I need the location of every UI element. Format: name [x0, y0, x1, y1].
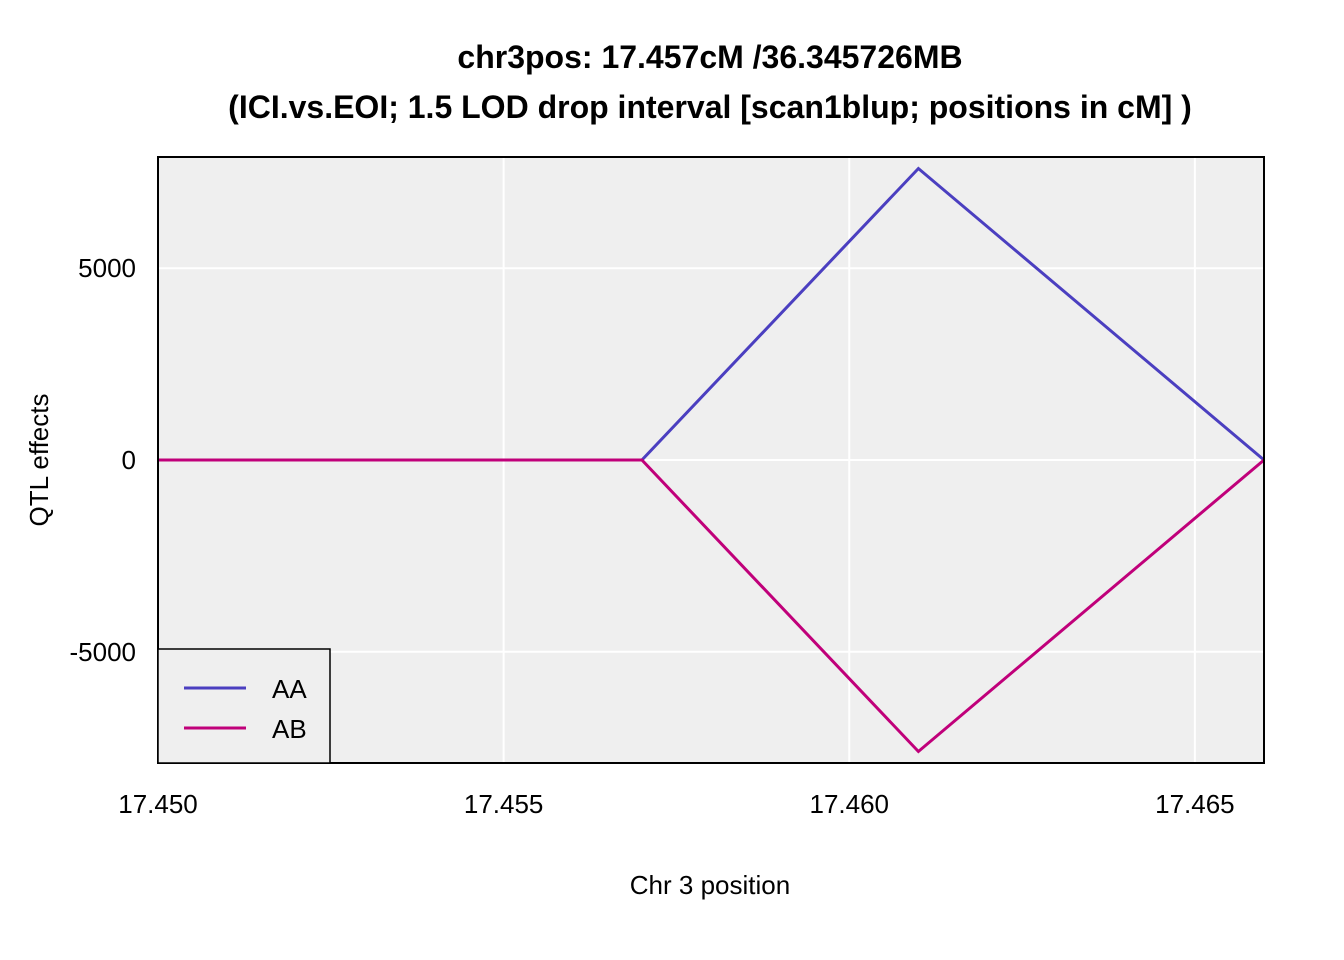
plot-frame	[157, 156, 1265, 764]
x-axis-label: Chr 3 position	[630, 870, 790, 900]
y-tick-label: 5000	[78, 253, 136, 283]
x-tick-label: 17.455	[464, 789, 544, 819]
legend-label-aa: AA	[272, 674, 307, 704]
y-tick-label: 0	[122, 445, 136, 475]
legend: AA AB	[157, 648, 331, 764]
chart-title-line2: (ICI.vs.EOI; 1.5 LOD drop interval [scan…	[228, 89, 1192, 125]
x-tick-label: 17.460	[809, 789, 889, 819]
x-tick-label: 17.450	[118, 789, 198, 819]
legend-label-ab: AB	[272, 714, 307, 744]
series-line-ab	[158, 458, 1265, 754]
y-axis-ticks: -5000 0 5000	[70, 253, 137, 667]
y-axis-label: QTL effects	[24, 394, 54, 527]
y-tick-label: -5000	[70, 637, 137, 667]
x-tick-label: 17.465	[1155, 789, 1235, 819]
chart-title-line1: chr3pos: 17.457cM /36.345726MB	[457, 39, 962, 75]
legend-box	[157, 648, 331, 764]
x-axis-ticks: 17.450 17.455 17.460 17.465	[118, 789, 1234, 819]
series-group	[158, 166, 1265, 754]
